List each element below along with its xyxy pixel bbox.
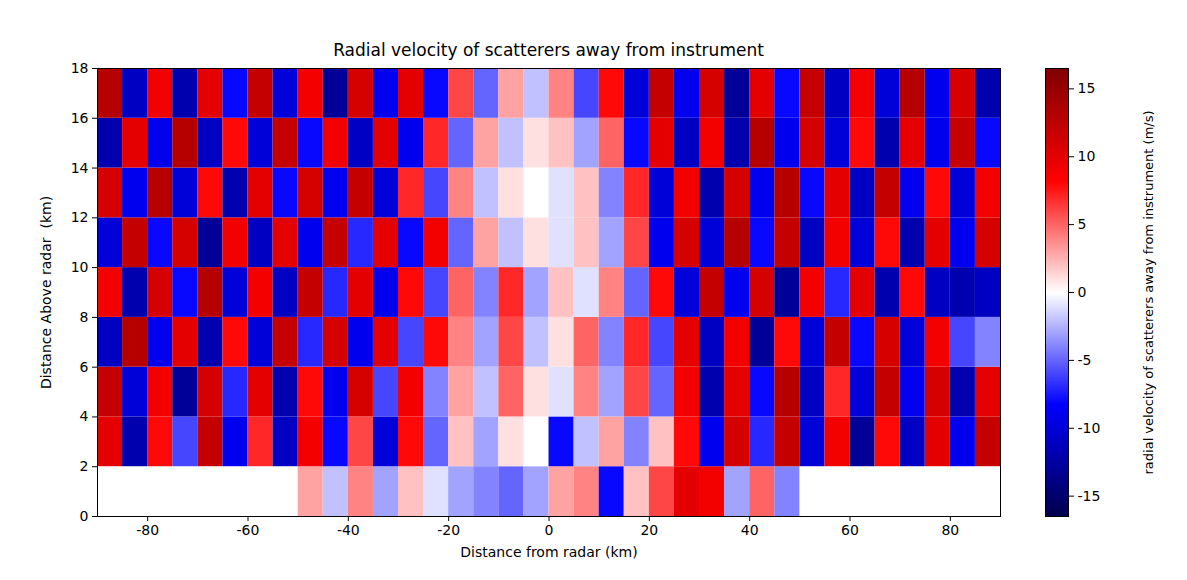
- svg-text:0: 0: [545, 522, 554, 538]
- svg-text:radial velocity of scatterers: radial velocity of scatterers away from …: [1141, 110, 1156, 474]
- svg-text:0: 0: [80, 508, 89, 524]
- svg-text:16: 16: [71, 110, 89, 126]
- svg-text:-40: -40: [337, 522, 360, 538]
- svg-text:Distance Above radar (km): Distance Above radar (km): [38, 196, 54, 389]
- svg-text:14: 14: [71, 160, 89, 176]
- svg-text:-15: -15: [1078, 488, 1101, 504]
- svg-text:-10: -10: [1078, 420, 1101, 436]
- svg-text:6: 6: [80, 359, 89, 375]
- svg-text:2: 2: [80, 458, 89, 474]
- svg-text:-20: -20: [437, 522, 460, 538]
- svg-text:20: 20: [640, 522, 658, 538]
- svg-text:-80: -80: [136, 522, 159, 538]
- svg-text:18: 18: [71, 60, 89, 76]
- svg-text:60: 60: [841, 522, 859, 538]
- svg-text:40: 40: [741, 522, 759, 538]
- svg-text:-5: -5: [1078, 352, 1092, 368]
- svg-text:Distance from radar (km): Distance from radar (km): [460, 544, 637, 560]
- svg-text:10: 10: [71, 259, 89, 275]
- svg-text:4: 4: [80, 408, 89, 424]
- svg-text:12: 12: [71, 209, 89, 225]
- html-text:Radial velocity of scatterers: Radial velocity of scatterers away from …: [333, 40, 764, 60]
- svg-text:80: 80: [941, 522, 959, 538]
- svg-text:5: 5: [1078, 216, 1087, 232]
- svg-text:15: 15: [1078, 80, 1096, 96]
- svg-text:10: 10: [1078, 148, 1096, 164]
- svg-text:0: 0: [1078, 284, 1087, 300]
- svg-text:-60: -60: [237, 522, 260, 538]
- svg-text:8: 8: [80, 309, 89, 325]
